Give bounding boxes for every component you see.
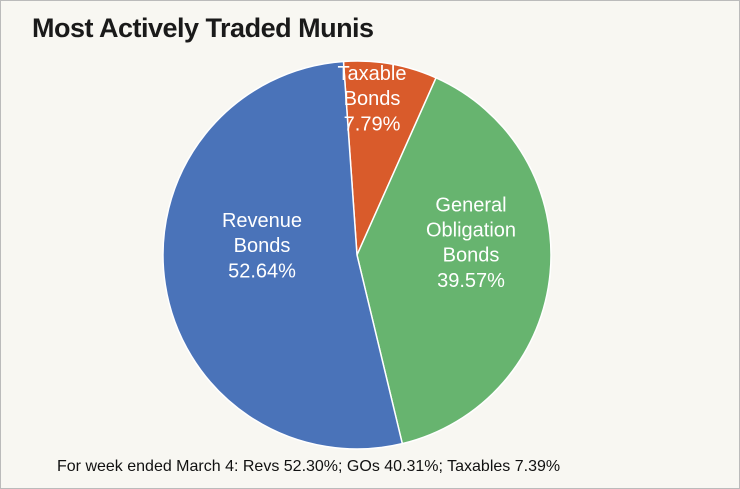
slice-label: Revenue Bonds	[222, 210, 302, 257]
slice-label: General Obligation Bonds	[426, 195, 516, 267]
pie-slice	[342, 60, 438, 256]
slice-label: Taxable Bonds	[338, 63, 407, 110]
note: For week ended March 4: Revs 52.30%; GOs…	[57, 458, 560, 475]
pie-slice	[356, 76, 552, 445]
pie-slice	[162, 60, 404, 450]
value-label: 39.57%	[437, 270, 505, 292]
value-label: 7.79%	[344, 113, 401, 135]
chart-title: Most Actively Traded Munis	[32, 13, 374, 43]
value-label: 52.64%	[228, 260, 296, 282]
